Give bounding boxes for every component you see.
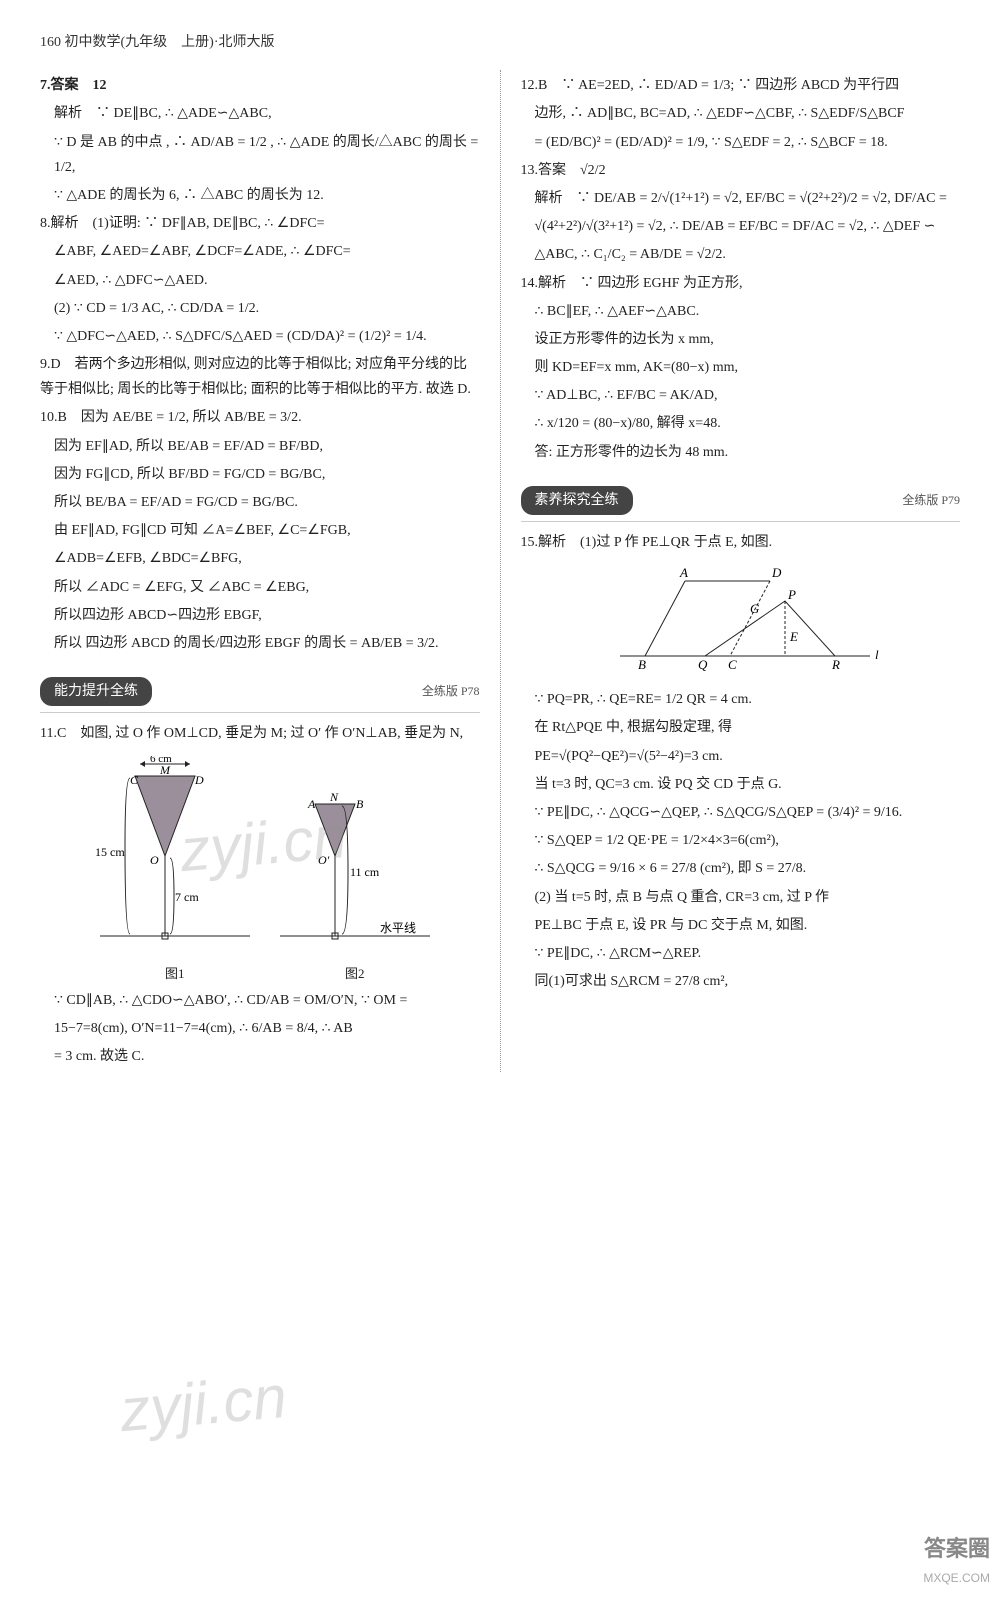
q12-l1: 边形, ∴ AD∥BC, BC=AD, ∴ △EDF∽△CBF, ∴ S△EDF…	[521, 101, 961, 126]
q14-l6: 答: 正方形零件的边长为 48 mm.	[521, 440, 961, 465]
page-header: 160 初中数学(九年级 上册)·北师大版	[40, 30, 960, 55]
q14-title: 14.解析 ∵ 四边形 EGHF 为正方形,	[521, 271, 961, 296]
fig-A: A	[307, 797, 316, 811]
section1-meta: 全练版 P78	[422, 681, 480, 703]
q15-l10: ∵ PE∥DC, ∴ △RCM∽△REP.	[521, 941, 961, 966]
q8-l4: ∵ △DFC∽△AED, ∴ S△DFC/S△AED = (CD/DA)² = …	[40, 324, 480, 349]
lbl-A: A	[679, 565, 688, 580]
q15-l4: 当 t=3 时, QC=3 cm. 设 PQ 交 CD 于点 G.	[521, 772, 961, 797]
q10-l6: 所以 ∠ADC = ∠EFG, 又 ∠ABC = ∠EBG,	[40, 575, 480, 600]
fig-C: C	[130, 773, 139, 787]
q11-l3: = 3 cm. 故选 C.	[40, 1044, 480, 1069]
q15-l7: ∴ S△QCG = 9/16 × 6 = 27/8 (cm²), 即 S = 2…	[521, 856, 961, 881]
fig2-label: 图2	[280, 962, 430, 985]
q15-l1: ∵ PQ=PR, ∴ QE=RE= 1/2 QR = 4 cm.	[521, 687, 961, 712]
q14-l3: 则 KD=EF=x mm, AK=(80−x) mm,	[521, 355, 961, 380]
content-columns: 7.答案 12 解析 ∵ DE∥BC, ∴ △ADE∽△ABC, ∵ D 是 A…	[40, 70, 960, 1072]
q8-l3: (2) ∵ CD = 1/3 AC, ∴ CD/DA = 1/2.	[40, 296, 480, 321]
q11-l2: 15−7=8(cm), O′N=11−7=4(cm), ∴ 6/AB = 8/4…	[40, 1016, 480, 1041]
fig-D: D	[194, 773, 204, 787]
corner-line2: MXQE.COM	[923, 1568, 990, 1590]
right-column: 12.B ∵ AE=2ED, ∴ ED/AD = 1/3; ∵ 四边形 ABCD…	[521, 70, 961, 1072]
q8-l1: ∠ABF, ∠AED=∠ABF, ∠DCF=∠ADE, ∴ ∠DFC=	[40, 239, 480, 264]
q7-title: 7.答案 12	[40, 73, 480, 98]
fig-B: B	[356, 797, 364, 811]
corner-line1: 答案圈	[923, 1529, 990, 1569]
q14-l1: ∴ BC∥EF, ∴ △AEF∽△ABC.	[521, 299, 961, 324]
q13-title: 13.答案 √2/2	[521, 158, 961, 183]
lbl-B: B	[638, 657, 646, 672]
fig1-label: 图1	[90, 962, 260, 985]
q10-l4: 由 EF∥AD, FG∥CD 可知 ∠A=∠BEF, ∠C=∠FGB,	[40, 518, 480, 543]
q15-l5: ∵ PE∥DC, ∴ △QCG∽△QEP, ∴ S△QCG/S△QEP = (3…	[521, 800, 961, 825]
q10-l8: 所以 四边形 ABCD 的周长/四边形 EBGF 的周长 = AB/EB = 3…	[40, 631, 480, 656]
q14-l4: ∵ AD⊥BC, ∴ EF/BC = AK/AD,	[521, 383, 961, 408]
q8-title: 8.解析 (1)证明: ∵ DF∥AB, DE∥BC, ∴ ∠DFC=	[40, 211, 480, 236]
fig-15cm: 15 cm	[95, 845, 125, 859]
q14-l2: 设正方形零件的边长为 x mm,	[521, 327, 961, 352]
q7-l2: ∵ D 是 AB 的中点 , ∴ AD/AB = 1/2 , ∴ △ADE 的周…	[40, 130, 480, 180]
figure2-svg: 水平线 A N B O′ 11 cm	[280, 756, 430, 956]
q10-l7: 所以四边形 ABCD∽四边形 EBGF,	[40, 603, 480, 628]
q15-l6: ∵ S△QEP = 1/2 QE·PE = 1/2×4×3=6(cm²),	[521, 828, 961, 853]
q7-l1: 解析 ∵ DE∥BC, ∴ △ADE∽△ABC,	[40, 101, 480, 126]
figure-1: 6 cm C M D O 15 cm 7 cm 图1	[90, 750, 260, 985]
q13-l1: 解析 ∵ DE/AB = 2/√(1²+1²) = √2, EF/BC = √(…	[521, 186, 961, 211]
q10-l3: 所以 BE/BA = EF/AD = FG/CD = BG/BC.	[40, 490, 480, 515]
lbl-P: P	[787, 587, 796, 602]
figure-2: 水平线 A N B O′ 11 cm 图2	[280, 750, 430, 985]
q15-l2: 在 Rt△PQE 中, 根据勾股定理, 得	[521, 715, 961, 740]
q8-l2: ∠AED, ∴ △DFC∽△AED.	[40, 268, 480, 293]
q9: 9.D 若两个多边形相似, 则对应边的比等于相似比; 对应角平分线的比等于相似比…	[40, 352, 480, 402]
lbl-Q: Q	[698, 657, 708, 672]
section1-pill: 能力提升全练	[40, 677, 152, 706]
q7-l3: ∵ △ADE 的周长为 6, ∴ △ABC 的周长为 12.	[40, 183, 480, 208]
q15-figure: l A D G P E B Q C R	[590, 561, 890, 681]
fig-Op: O′	[318, 853, 330, 867]
q14-l5: ∴ x/120 = (80−x)/80, 解得 x=48.	[521, 411, 961, 436]
lbl-C: C	[728, 657, 737, 672]
fig-11cm: 11 cm	[350, 865, 380, 879]
q15-title: 15.解析 (1)过 P 作 PE⊥QR 于点 E, 如图.	[521, 530, 961, 555]
lbl-E: E	[789, 629, 798, 644]
q10-title: 10.B 因为 AE/BE = 1/2, 所以 AB/BE = 3/2.	[40, 405, 480, 430]
figure1-svg: 6 cm C M D O 15 cm 7 cm	[90, 756, 260, 956]
fig-M: M	[159, 763, 171, 777]
fig-N: N	[329, 790, 339, 804]
q10-l1: 因为 EF∥AD, 所以 BE/AB = EF/AD = BF/BD,	[40, 434, 480, 459]
q15-l8: (2) 当 t=5 时, 点 B 与点 Q 重合, CR=3 cm, 过 P 作	[521, 885, 961, 910]
corner-watermark: 答案圈 MXQE.COM	[923, 1529, 990, 1590]
q12-title: 12.B ∵ AE=2ED, ∴ ED/AD = 1/3; ∵ 四边形 ABCD…	[521, 73, 961, 98]
q15-l11: 同(1)可求出 S△RCM = 27/8 cm²,	[521, 969, 961, 994]
q13-l2: √(4²+2²)/√(3²+1²) = √2, ∴ DE/AB = EF/BC …	[521, 214, 961, 239]
section2-meta: 全练版 P79	[902, 490, 960, 512]
fig-water: 水平线	[380, 921, 416, 935]
left-column: 7.答案 12 解析 ∵ DE∥BC, ∴ △ADE∽△ABC, ∵ D 是 A…	[40, 70, 480, 1072]
q12-l2: = (ED/BC)² = (ED/AD)² = 1/9, ∵ S△EDF = 2…	[521, 130, 961, 155]
lbl-D: D	[771, 565, 782, 580]
section2-pill: 素养探究全练	[521, 486, 633, 515]
lbl-R: R	[831, 657, 840, 672]
q11-l1: ∵ CD∥AB, ∴ △CDO∽△ABO′, ∴ CD/AB = OM/O′N,…	[40, 988, 480, 1013]
watermark-2: zyji.cn	[116, 1343, 291, 1465]
fig-l: l	[875, 647, 879, 662]
lbl-G: G	[750, 601, 760, 616]
q13-l3: △ABC, ∴ C₁/C₂ = AB/DE = √2/2.	[521, 242, 961, 267]
q11-figures: 6 cm C M D O 15 cm 7 cm 图1	[40, 750, 480, 985]
q15-l3: PE=√(PQ²−QE²)=√(5²−4²)=3 cm.	[521, 744, 961, 769]
q11-title: 11.C 如图, 过 O 作 OM⊥CD, 垂足为 M; 过 O′ 作 O′N⊥…	[40, 721, 480, 746]
fig-O: O	[150, 853, 159, 867]
fig-7cm: 7 cm	[175, 890, 199, 904]
q10-l5: ∠ADB=∠EFB, ∠BDC=∠BFG,	[40, 546, 480, 571]
q10-l2: 因为 FG∥CD, 所以 BF/BD = FG/CD = BG/BC,	[40, 462, 480, 487]
q15-l9: PE⊥BC 于点 E, 设 PR 与 DC 交于点 M, 如图.	[521, 913, 961, 938]
column-divider	[500, 70, 501, 1072]
